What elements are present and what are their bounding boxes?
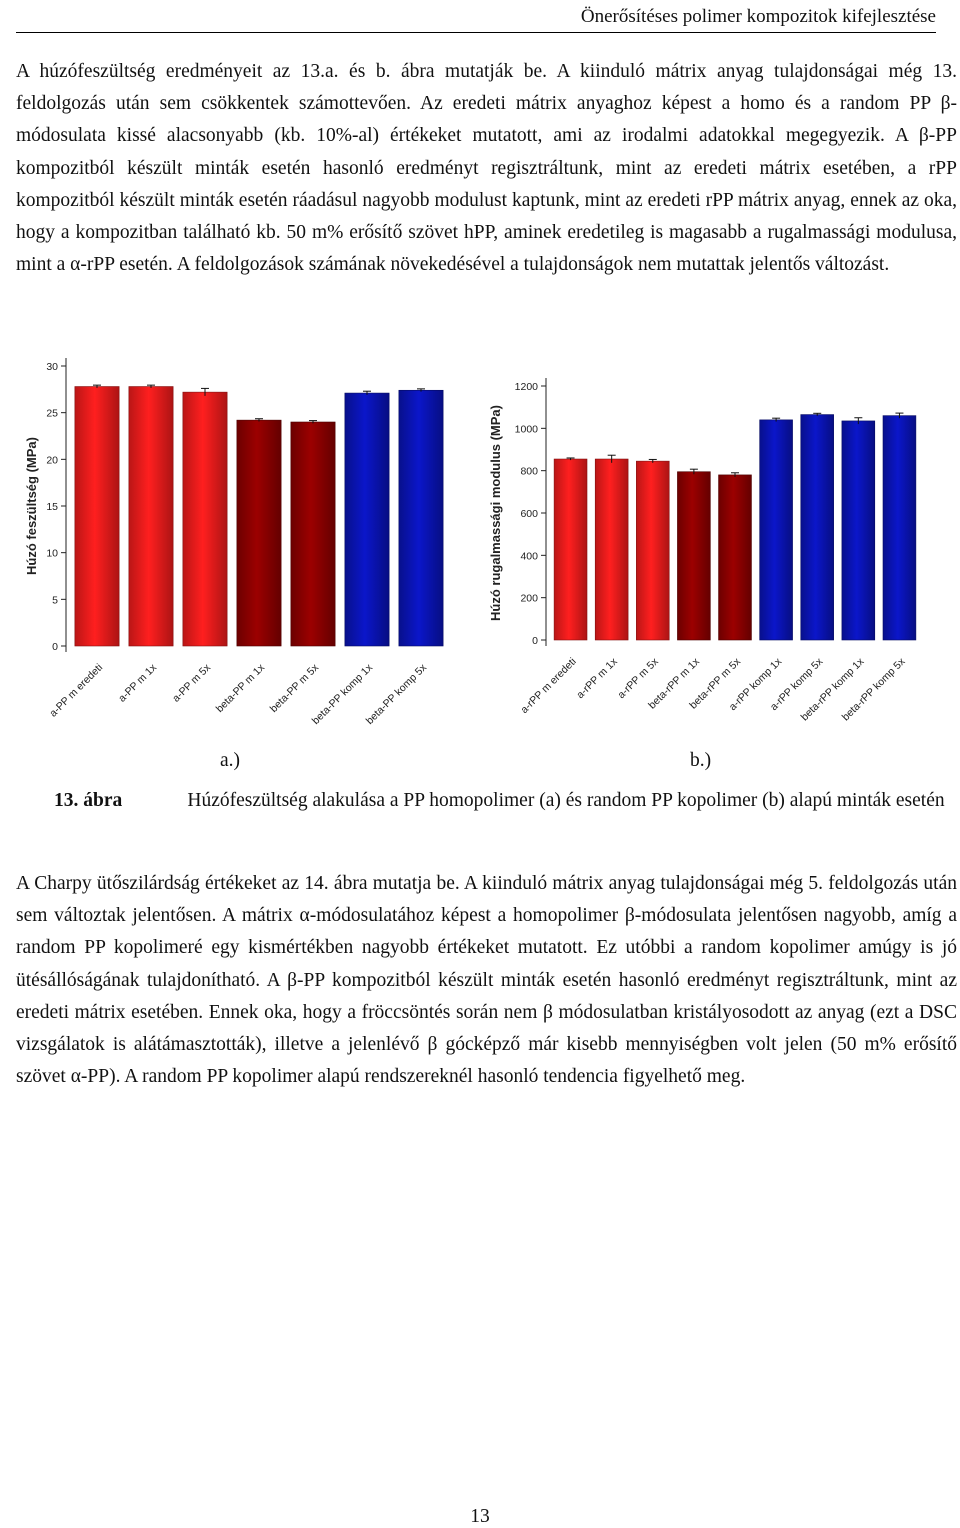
y-tick-label: 15	[46, 501, 58, 513]
bar	[882, 415, 917, 641]
bar	[182, 391, 228, 647]
running-header: Önerősítéses polimer kompozitok kifejles…	[580, 6, 936, 27]
bar	[128, 386, 174, 647]
x-tick-label: beta-PP m 5x	[268, 661, 322, 715]
chart-b-svg: 0 200 400 600 800 1000 1200 Húzó rugalmassági m…	[488, 378, 917, 723]
y-tick-label: 1200	[515, 381, 539, 393]
x-tick-label: beta-PP m 1x	[214, 661, 268, 715]
x-tick-label: a-rPP m eredeti	[518, 656, 578, 716]
y-axis-label: Húzó rugalmassági modulus (MPa)	[488, 405, 503, 621]
paragraph-tensile-results: A húzófeszültség eredményeit az 13.a. és…	[16, 56, 957, 281]
bar	[636, 460, 670, 641]
paragraph-text: A húzófeszültség eredményeit az 13.a. és…	[16, 61, 957, 276]
bar	[800, 414, 834, 641]
bar	[553, 458, 588, 641]
bar	[290, 421, 336, 647]
y-tick-label: 400	[520, 550, 538, 562]
x-tick-label: a-PP m 1x	[116, 661, 160, 705]
page-number: 13	[470, 1506, 490, 1527]
bar	[236, 419, 282, 647]
bar	[718, 474, 752, 641]
x-tick-label: a-PP m 5x	[170, 661, 214, 705]
bar	[344, 392, 390, 647]
chart-tensile-modulus-random-copolymer: 0 200 400 600 800 1000 1200 Húzó rugalmassági m…	[480, 366, 940, 760]
bar	[398, 389, 444, 647]
paragraph-charpy-results: A Charpy ütőszilárdság értékeket az 14. …	[16, 868, 957, 1093]
bar	[841, 420, 876, 641]
bar	[759, 419, 793, 641]
x-tick-label: a-PP m eredeti	[47, 662, 105, 720]
bar	[594, 458, 629, 641]
caption-number: 13. ábra	[54, 790, 123, 811]
chart-tensile-strength-homopolymer: 0 5 10 15 20 25 30 Húzó feszültség (MPa) a-PP m …	[14, 350, 454, 760]
header-rule	[16, 32, 936, 33]
subfigure-label-a: a.)	[220, 750, 241, 771]
y-tick-label: 10	[46, 548, 58, 560]
bar	[74, 386, 120, 647]
x-tick-label: a-rPP m 1x	[574, 655, 620, 701]
paragraph-text: A Charpy ütőszilárdság értékeket az 14. …	[16, 873, 957, 1088]
y-tick-label: 1000	[515, 423, 539, 435]
y-tick-label: 0	[52, 641, 58, 653]
y-tick-label: 20	[46, 454, 58, 466]
caption-text: Húzófeszültség alakulása a PP homopolime…	[187, 790, 945, 811]
y-tick-label: 30	[46, 361, 58, 373]
y-tick-label: 5	[52, 594, 58, 606]
y-tick-label: 200	[520, 593, 538, 605]
chart-a-svg: 0 5 10 15 20 25 30 Húzó feszültség (MPa) a-PP m …	[24, 358, 444, 727]
bar	[677, 471, 711, 641]
subfigure-label-b: b.)	[690, 750, 712, 771]
y-axis-label: Húzó feszültség (MPa)	[24, 437, 39, 575]
y-tick-label: 800	[520, 466, 538, 478]
y-tick-label: 0	[532, 635, 538, 647]
y-tick-label: 25	[46, 408, 58, 420]
y-tick-label: 600	[520, 508, 538, 520]
